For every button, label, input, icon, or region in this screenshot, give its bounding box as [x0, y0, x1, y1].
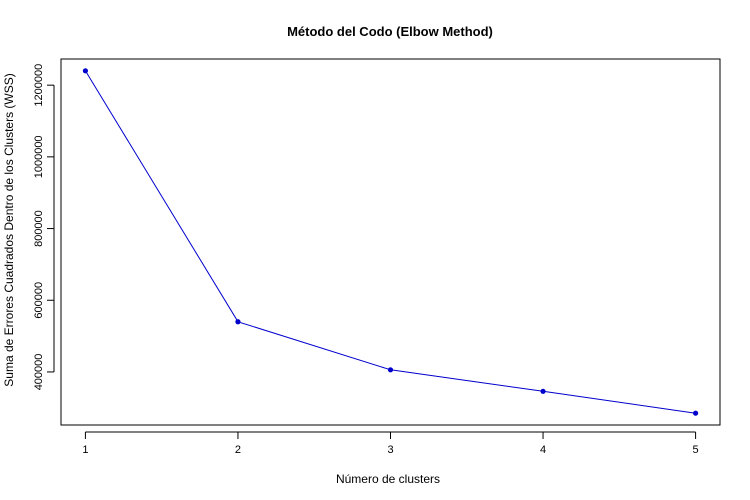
data-point [235, 319, 241, 325]
x-tick-label: 5 [693, 444, 699, 456]
plot-area [60, 58, 721, 426]
x-axis-label: Número de clusters [336, 472, 440, 486]
y-tick-label: 800000 [33, 210, 45, 247]
x-axis: 1 2 3 4 5 [82, 431, 699, 456]
y-tick-label: 1000000 [33, 135, 45, 178]
data-point [692, 410, 699, 416]
x-tick-label: 4 [540, 444, 546, 456]
data-point [540, 388, 546, 394]
plot-frame [60, 58, 721, 426]
data-point [387, 367, 394, 373]
y-tick-label: 400000 [33, 354, 45, 391]
y-tick-label: 1200000 [33, 64, 45, 107]
chart-title: Método del Codo (Elbow Method) [287, 24, 493, 39]
y-axis: 400000 600000 800000 1000000 1200000 [33, 64, 55, 391]
x-tick-label: 1 [82, 444, 88, 456]
x-tick-label: 3 [387, 444, 393, 456]
data-point [82, 68, 89, 74]
y-axis-label: Suma de Errores Cuadrados Dentro de los … [2, 73, 16, 386]
x-tick-label: 2 [235, 444, 241, 456]
y-tick-label: 600000 [33, 282, 45, 319]
series-line [84, 70, 696, 414]
